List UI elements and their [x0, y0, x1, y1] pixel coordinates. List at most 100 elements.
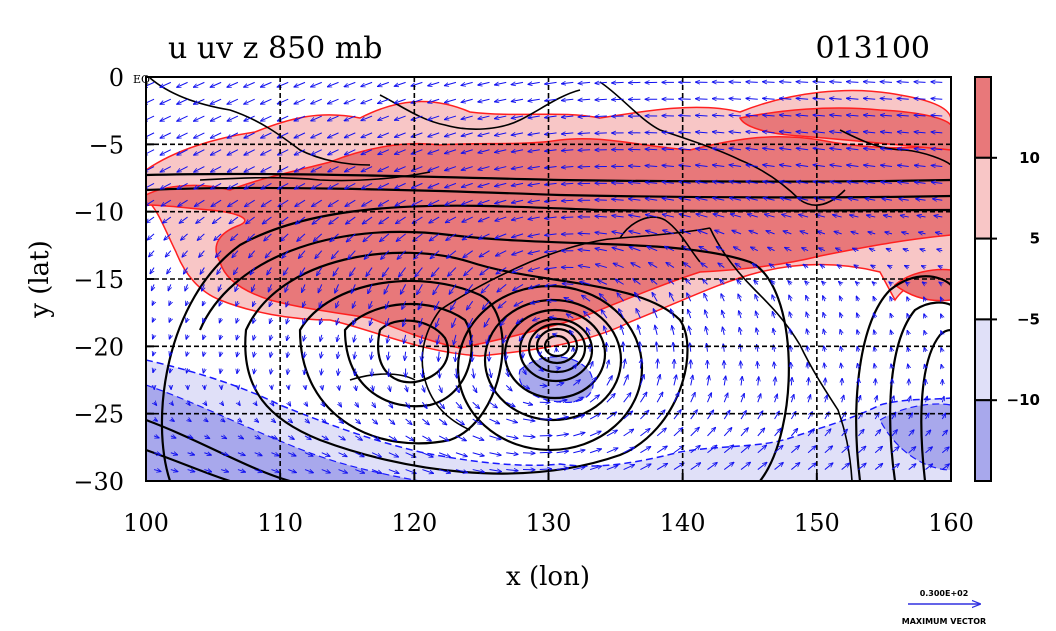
wind-vector	[187, 470, 195, 472]
wind-vector	[590, 362, 593, 369]
wind-vector	[478, 82, 490, 85]
wind-vector	[891, 464, 899, 470]
wind-vector	[790, 428, 797, 437]
wind-vector	[671, 309, 675, 319]
wind-vector	[462, 233, 473, 240]
wind-vector	[696, 214, 708, 218]
wind-vector	[463, 250, 473, 258]
wind-vector	[545, 133, 557, 135]
wind-vector	[824, 346, 825, 352]
wind-vector	[556, 434, 569, 436]
wind-vector	[455, 418, 464, 425]
wind-vector	[305, 419, 309, 423]
wind-vector	[823, 329, 825, 336]
wind-vector	[333, 267, 339, 276]
wind-vector	[160, 182, 172, 189]
wind-vector	[712, 115, 725, 116]
wind-vector	[823, 312, 825, 319]
wind-vector	[371, 452, 381, 457]
wind-vector	[707, 393, 711, 403]
wind-vector	[160, 98, 172, 104]
wind-vector	[311, 132, 322, 138]
wind-vector	[779, 165, 792, 167]
wind-vector	[321, 435, 328, 440]
wind-vector	[892, 413, 896, 420]
wind-vector	[411, 166, 423, 172]
wind-vector	[472, 418, 482, 424]
wind-vector	[530, 301, 540, 303]
wind-vector	[752, 264, 759, 268]
wind-vector	[871, 265, 875, 267]
wind-vector	[405, 435, 414, 441]
wind-vector	[841, 363, 842, 369]
wind-vector	[589, 377, 596, 386]
wind-vector	[914, 165, 926, 166]
wind-vector	[646, 230, 658, 235]
wind-vector	[238, 419, 242, 422]
wind-vector	[372, 401, 375, 407]
wind-vector	[790, 329, 792, 336]
wind-vector	[445, 149, 457, 154]
wind-vector	[528, 167, 540, 169]
wind-vector	[528, 82, 540, 84]
wind-vector	[924, 297, 926, 301]
wind-vector	[629, 247, 641, 252]
wind-vector	[587, 328, 591, 336]
wind-vector	[486, 334, 489, 344]
wind-vector	[612, 183, 624, 184]
wind-vector	[737, 280, 741, 285]
wind-vector	[211, 166, 222, 173]
wind-vector	[163, 216, 172, 223]
wind-vector	[219, 317, 221, 323]
wind-vector	[612, 199, 624, 200]
wind-vector	[236, 317, 238, 323]
wind-vector	[394, 115, 406, 120]
wind-vector	[931, 132, 943, 133]
wind-vector	[595, 248, 607, 250]
wind-vector	[925, 464, 933, 470]
wind-vector	[319, 301, 322, 307]
wind-vector	[232, 250, 239, 258]
wind-vector	[669, 293, 675, 302]
plot-layers	[146, 77, 951, 481]
wind-vector	[389, 385, 391, 391]
wind-vector	[187, 369, 188, 373]
wind-vector	[874, 347, 875, 352]
wind-vector	[277, 98, 289, 104]
wind-vector	[287, 334, 289, 341]
wind-vector	[841, 446, 849, 454]
wind-vector	[628, 199, 641, 200]
wind-vector	[656, 463, 667, 470]
wind-vector	[245, 199, 255, 206]
wind-vector	[445, 182, 457, 187]
wind-vector	[697, 230, 708, 235]
wind-vector	[931, 82, 943, 83]
wind-vector	[880, 82, 892, 83]
wind-vector	[824, 446, 833, 454]
wind-vector	[869, 248, 876, 250]
wind-vector	[297, 233, 306, 241]
wind-vector	[339, 385, 340, 390]
wind-vector	[707, 445, 716, 454]
wind-vector	[328, 149, 339, 155]
wind-vector	[673, 428, 683, 437]
wind-vector	[249, 250, 256, 258]
wind-vector	[478, 115, 490, 119]
wind-vector	[890, 313, 892, 318]
wind-vector	[890, 297, 892, 302]
wind-vector	[380, 233, 390, 242]
wind-vector	[545, 99, 557, 101]
wind-vector	[847, 132, 859, 133]
wind-vector	[227, 132, 239, 138]
wind-vector	[623, 342, 624, 352]
wind-vector	[813, 82, 825, 83]
wind-vector	[422, 435, 431, 441]
wind-vector	[857, 330, 859, 336]
wind-vector	[679, 115, 691, 116]
wind-vector	[210, 149, 222, 155]
wind-vector	[348, 250, 356, 259]
wind-vector	[146, 149, 155, 155]
wind-vector	[203, 352, 204, 357]
wind-vector	[763, 181, 775, 183]
wind-vector	[672, 326, 674, 336]
